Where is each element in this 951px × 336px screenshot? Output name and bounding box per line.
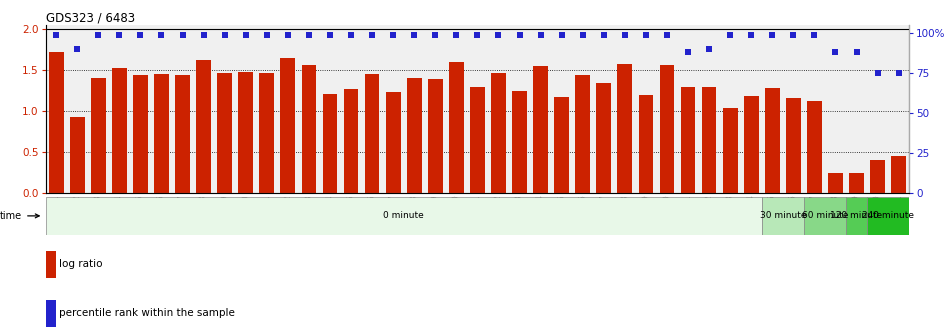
Point bbox=[343, 32, 359, 38]
Bar bbox=[575, 75, 590, 193]
Point bbox=[385, 32, 400, 38]
Point bbox=[301, 32, 317, 38]
Bar bbox=[828, 173, 843, 193]
Bar bbox=[617, 64, 632, 193]
Bar bbox=[681, 87, 695, 193]
Bar bbox=[470, 87, 485, 193]
Bar bbox=[596, 83, 611, 193]
Point bbox=[617, 32, 632, 38]
Text: 120 minute: 120 minute bbox=[830, 211, 883, 220]
Bar bbox=[867, 197, 909, 235]
Text: 60 minute: 60 minute bbox=[802, 211, 848, 220]
Bar bbox=[762, 197, 804, 235]
Point bbox=[891, 71, 906, 76]
Bar bbox=[807, 101, 822, 193]
Bar bbox=[46, 251, 56, 278]
Bar bbox=[133, 75, 147, 193]
Point bbox=[806, 32, 822, 38]
Point bbox=[723, 32, 738, 38]
Point bbox=[238, 32, 253, 38]
Bar bbox=[322, 94, 338, 193]
Point bbox=[470, 32, 485, 38]
Bar bbox=[260, 73, 274, 193]
Bar bbox=[239, 72, 253, 193]
Point bbox=[281, 32, 296, 38]
Bar bbox=[281, 58, 295, 193]
Point bbox=[659, 32, 674, 38]
Bar bbox=[217, 73, 232, 193]
Bar bbox=[112, 68, 126, 193]
Point bbox=[217, 32, 232, 38]
Point bbox=[491, 32, 506, 38]
Point bbox=[154, 32, 169, 38]
Bar bbox=[765, 88, 780, 193]
Bar bbox=[46, 197, 762, 235]
Bar bbox=[91, 78, 106, 193]
Point bbox=[407, 32, 422, 38]
Bar bbox=[660, 66, 674, 193]
Point bbox=[765, 32, 780, 38]
Bar bbox=[428, 79, 442, 193]
Bar bbox=[449, 62, 464, 193]
Point bbox=[69, 46, 85, 52]
Point bbox=[512, 32, 527, 38]
Point bbox=[90, 32, 106, 38]
Bar bbox=[744, 96, 759, 193]
Text: percentile rank within the sample: percentile rank within the sample bbox=[60, 308, 235, 319]
Bar bbox=[365, 74, 379, 193]
Point bbox=[133, 32, 148, 38]
Bar bbox=[175, 75, 190, 193]
Point bbox=[554, 32, 570, 38]
Point bbox=[449, 32, 464, 38]
Bar bbox=[386, 92, 400, 193]
Bar bbox=[891, 156, 906, 193]
Bar bbox=[702, 87, 716, 193]
Bar bbox=[513, 91, 527, 193]
Point bbox=[428, 32, 443, 38]
Point bbox=[175, 32, 190, 38]
Point bbox=[786, 32, 801, 38]
Point bbox=[49, 32, 64, 38]
Bar bbox=[154, 74, 169, 193]
Bar bbox=[343, 89, 359, 193]
Bar bbox=[638, 95, 653, 193]
Point bbox=[260, 32, 275, 38]
Bar bbox=[804, 197, 846, 235]
Bar bbox=[407, 79, 421, 193]
Bar bbox=[849, 173, 864, 193]
Point bbox=[702, 46, 717, 52]
Point bbox=[638, 32, 653, 38]
Text: 0 minute: 0 minute bbox=[383, 211, 424, 220]
Point bbox=[533, 32, 548, 38]
Bar bbox=[786, 98, 801, 193]
Bar bbox=[723, 108, 738, 193]
Point bbox=[849, 50, 864, 55]
Bar bbox=[196, 59, 211, 193]
Bar bbox=[46, 300, 56, 327]
Text: log ratio: log ratio bbox=[60, 259, 103, 269]
Point bbox=[196, 32, 211, 38]
Text: time: time bbox=[0, 211, 39, 221]
Point bbox=[112, 32, 127, 38]
Bar bbox=[870, 160, 885, 193]
Bar bbox=[301, 65, 317, 193]
Point bbox=[870, 71, 885, 76]
Text: 240 minute: 240 minute bbox=[863, 211, 914, 220]
Bar bbox=[534, 66, 548, 193]
Bar bbox=[491, 73, 506, 193]
Bar bbox=[49, 52, 64, 193]
Text: GDS323 / 6483: GDS323 / 6483 bbox=[46, 12, 135, 25]
Point bbox=[575, 32, 591, 38]
Point bbox=[827, 50, 843, 55]
Point bbox=[596, 32, 611, 38]
Bar bbox=[554, 97, 569, 193]
Point bbox=[322, 32, 338, 38]
Text: 30 minute: 30 minute bbox=[760, 211, 806, 220]
Point bbox=[364, 32, 379, 38]
Point bbox=[680, 50, 695, 55]
Bar bbox=[846, 197, 867, 235]
Bar bbox=[69, 117, 85, 193]
Point bbox=[744, 32, 759, 38]
